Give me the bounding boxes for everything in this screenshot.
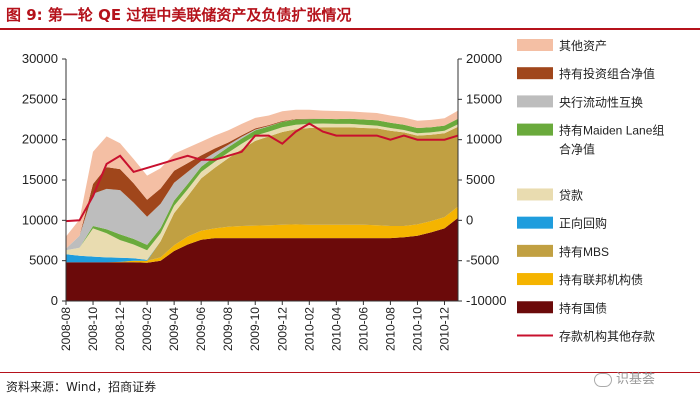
- x-tick-label-0: 2008-08: [59, 307, 73, 351]
- area-series-8: [66, 109, 458, 249]
- right-tick-label-0: -10000: [466, 293, 506, 308]
- bottom-rule: [0, 372, 700, 373]
- legend-label-5: 正向回购: [559, 216, 607, 231]
- watermark-text: 识基荟: [616, 372, 656, 387]
- left-tick-label-2: 10000: [22, 212, 58, 227]
- x-tick-label-4: 2009-04: [167, 307, 181, 351]
- left-tick-label-5: 25000: [22, 91, 58, 106]
- area-series-2: [66, 126, 458, 263]
- legend-swatch-6: [517, 244, 553, 257]
- legend-swatch-1: [517, 67, 553, 80]
- legend-swatch-8: [517, 301, 553, 314]
- right-tick-label-3: 5000: [466, 172, 495, 187]
- left-tick-label-6: 30000: [22, 51, 58, 66]
- area-series-4: [66, 123, 458, 260]
- x-tick-label-3: 2009-02: [140, 307, 154, 351]
- x-tick-label-8: 2009-12: [275, 307, 289, 351]
- x-tick-label-10: 2010-04: [329, 307, 343, 351]
- legend-swatch-4: [517, 188, 553, 201]
- source-note: 资料来源：Wind，招商证券: [6, 380, 157, 394]
- figure-label: 图 9:: [6, 6, 43, 24]
- legend-label-7: 持有联邦机构债: [559, 272, 643, 287]
- x-tick-label-7: 2009-10: [248, 307, 262, 351]
- title-rule: [0, 28, 700, 30]
- legend-label-8: 持有国债: [559, 300, 607, 315]
- x-tick-label-13: 2010-10: [410, 307, 424, 351]
- right-tick-label-1: -5000: [466, 253, 499, 268]
- right-tick-label-2: 0: [466, 212, 473, 227]
- left-tick-label-3: 15000: [22, 172, 58, 187]
- figure-title: 图 9: 第一轮 QE 过程中美联储资产及负债扩张情况: [6, 4, 351, 25]
- legend-label-0: 其他资产: [559, 39, 607, 53]
- legend-label-2: 央行流动性互换: [559, 95, 643, 109]
- x-tick-label-1: 2008-10: [86, 307, 100, 351]
- area-series-0: [66, 217, 458, 301]
- x-tick-label-6: 2009-08: [221, 307, 235, 351]
- watermark: 识基荟: [594, 368, 655, 387]
- x-tick-label-14: 2010-12: [437, 307, 451, 351]
- right-tick-label-4: 10000: [466, 132, 502, 147]
- legend-swatch-3: [517, 123, 553, 136]
- legend-label-3-line2: 合净值: [559, 142, 595, 157]
- legend-label-9: 存款机构其他存款: [559, 328, 655, 343]
- left-tick-label-0: 0: [51, 293, 58, 308]
- wechat-icon: [594, 372, 612, 387]
- legend-label-1: 持有投资组合净值: [559, 66, 655, 81]
- chart: 0 5000 10000 15000 20000 25000 30000 -10000 -500…: [22, 39, 664, 351]
- legend-swatch-5: [517, 216, 553, 229]
- x-tick-label-5: 2009-06: [194, 307, 208, 351]
- legend-swatch-0: [517, 39, 553, 51]
- line-series-deposits: [65, 122, 459, 223]
- legend-label-4: 贷款: [559, 188, 583, 202]
- legend-label-6: 持有MBS: [559, 244, 609, 259]
- area-series-6: [66, 118, 458, 251]
- x-tick-label-12: 2010-08: [383, 307, 397, 351]
- legend-swatch-7: [517, 273, 553, 286]
- x-tick-label-2: 2008-12: [113, 307, 127, 351]
- legend-label-3: 持有Maiden Lane组: [559, 123, 664, 138]
- area-series-5: [66, 118, 458, 251]
- right-tick-label-6: 20000: [466, 51, 502, 66]
- area-series-1: [66, 206, 458, 263]
- legend-swatch-2: [517, 95, 553, 108]
- figure-title-bar: 图 9: 第一轮 QE 过程中美联储资产及负债扩张情况: [0, 0, 700, 26]
- x-tick-label-11: 2010-06: [356, 307, 370, 351]
- left-tick-label-4: 20000: [22, 132, 58, 147]
- right-tick-label-5: 15000: [466, 91, 502, 106]
- figure-title-text: 第一轮 QE 过程中美联储资产及负债扩张情况: [47, 6, 352, 24]
- x-tick-label-9: 2010-02: [302, 307, 316, 351]
- left-tick-label-1: 5000: [29, 253, 58, 268]
